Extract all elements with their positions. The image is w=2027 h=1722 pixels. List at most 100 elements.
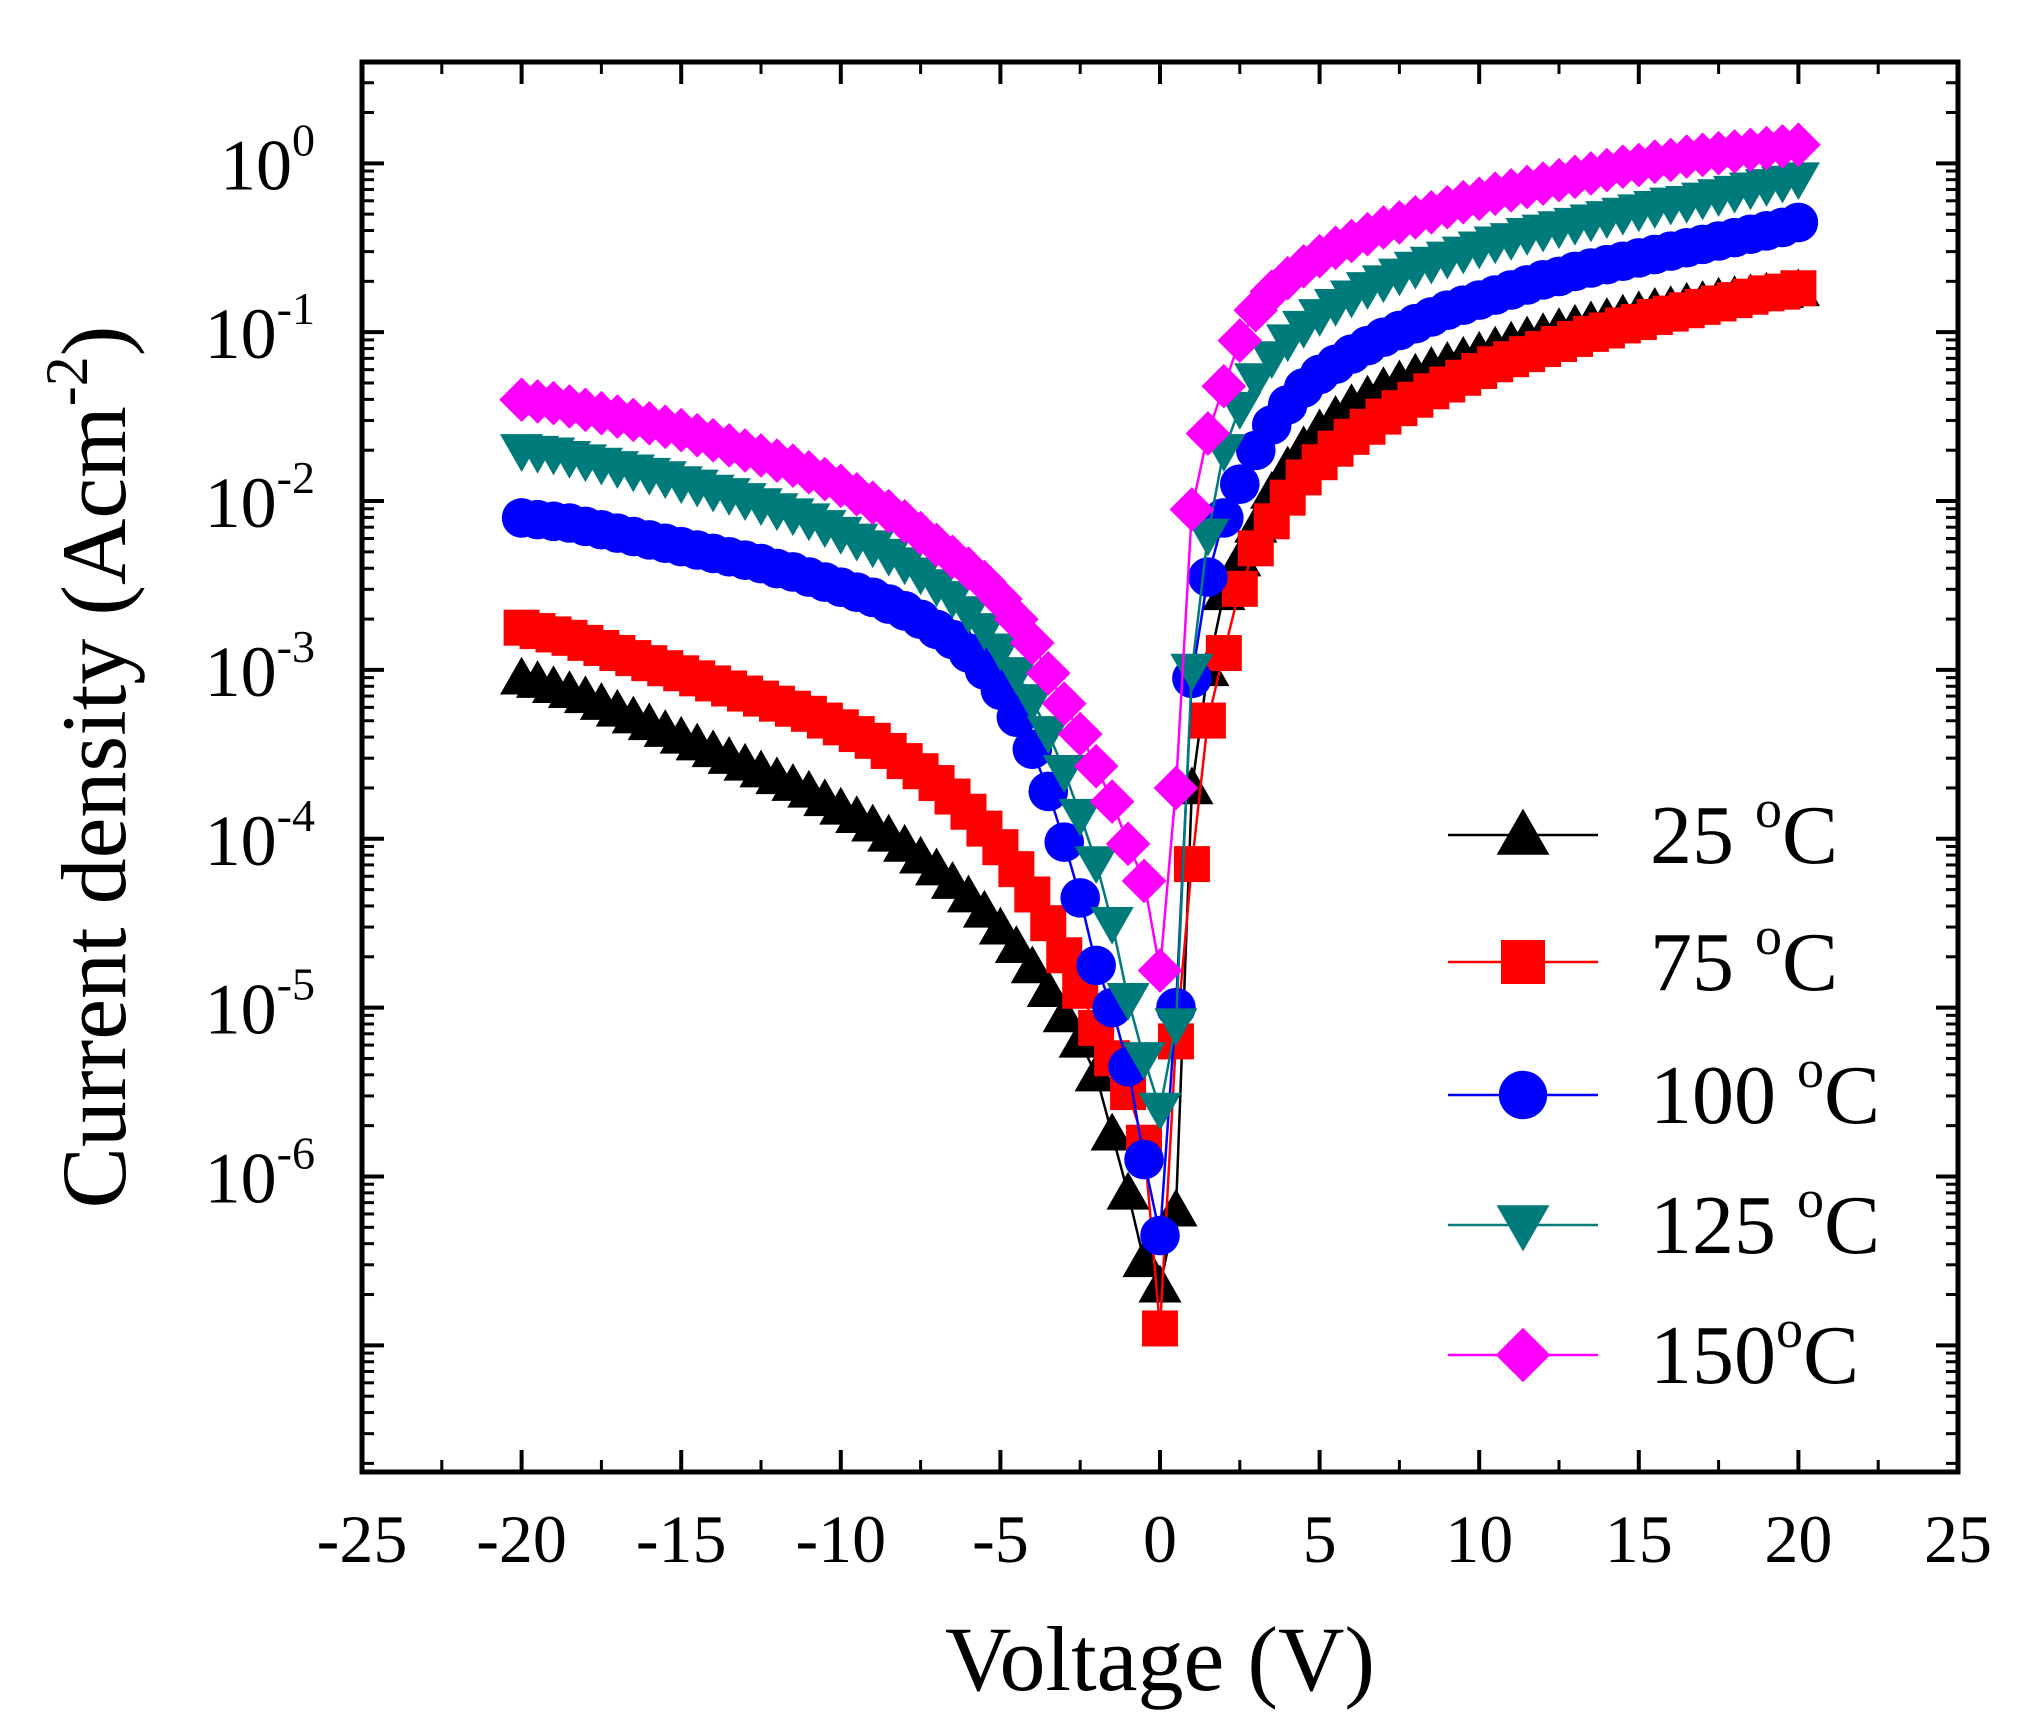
data-point: [1170, 653, 1214, 692]
data-point: [1137, 948, 1183, 993]
y-tick-label-exp: -3: [277, 621, 315, 672]
data-point: [962, 613, 1007, 651]
x-tick-label: -5: [972, 1501, 1029, 1577]
y-tick-label-base: 10: [205, 970, 277, 1050]
data-point: [1138, 1264, 1182, 1303]
x-tick-label: 20: [1764, 1501, 1832, 1577]
data-point: [1030, 905, 1067, 942]
data-point: [1042, 755, 1086, 793]
legend-label: 75 oC: [1650, 906, 1838, 1009]
data-point: [1010, 684, 1054, 722]
y-tick-label-exp: -6: [277, 1127, 315, 1178]
data-point: [1090, 906, 1134, 945]
y-tick-label-exp: -4: [277, 790, 315, 841]
legend-label: 150oC: [1650, 1299, 1859, 1402]
data-point: [786, 450, 832, 495]
data-point: [1124, 1139, 1164, 1180]
y-tick-label-base: 10: [205, 632, 277, 712]
data-point: [994, 596, 1039, 642]
legend-label-unit: C: [1824, 1049, 1880, 1142]
data-point: [1220, 464, 1260, 504]
x-tick-label: 15: [1605, 1501, 1673, 1577]
legend-label-degree: o: [1797, 1169, 1824, 1229]
data-point: [1076, 945, 1116, 986]
x-tick-label: 10: [1445, 1501, 1513, 1577]
y-tick-label: 10-3: [205, 621, 315, 712]
y-tick-label-base: 10: [220, 125, 292, 205]
data-point: [1217, 318, 1263, 363]
data-point: [834, 471, 880, 517]
legend-label-unit: C: [1782, 789, 1838, 882]
data-point: [930, 534, 975, 580]
legend-label: 25 oC: [1650, 779, 1838, 882]
legend-label-unit: C: [1782, 916, 1838, 1009]
y-axis-ticks: [362, 81, 1958, 1465]
y-tick-label: 10-5: [205, 959, 315, 1050]
legend-label-num: 125: [1650, 1179, 1797, 1272]
y-axis-label-sup: -2: [34, 356, 100, 406]
legend-label-unit: C: [1803, 1309, 1859, 1402]
x-tick-label: 25: [1924, 1501, 1992, 1577]
legend-label: 100 oC: [1650, 1039, 1880, 1142]
data-point: [1122, 1042, 1166, 1080]
legend-label-unit: C: [1824, 1179, 1880, 1272]
legend-item: 75 oC: [1448, 906, 1838, 1009]
data-point: [1044, 822, 1085, 862]
y-tick-label-base: 10: [205, 294, 277, 374]
data-point: [1121, 858, 1167, 904]
x-tick-label: -15: [636, 1501, 727, 1577]
series-4: [499, 122, 1821, 993]
y-tick-label-exp: -1: [277, 283, 315, 334]
data-point: [1089, 779, 1135, 824]
data-point: [1074, 846, 1118, 885]
data-point: [994, 657, 1038, 695]
data-point: [1189, 702, 1226, 739]
y-tick-label: 10-2: [205, 452, 315, 543]
y-tick-label-base: 10: [205, 1138, 277, 1218]
data-point: [1058, 798, 1102, 837]
data-point: [1142, 1310, 1178, 1347]
y-tick-label: 10-1: [205, 283, 315, 374]
data-point: [1234, 363, 1278, 402]
data-point: [1105, 821, 1151, 867]
data-point: [1201, 363, 1247, 409]
data-point: [1060, 878, 1100, 918]
legend-marker: [1501, 940, 1545, 984]
data-point: [1025, 650, 1071, 696]
x-axis-ticks: [360, 62, 1960, 1472]
y-tick-label-exp: 0: [292, 114, 315, 165]
data-point: [1780, 270, 1817, 307]
legend-label-degree: o: [1755, 779, 1782, 839]
x-tick-label: -25: [317, 1501, 408, 1577]
data-point: [898, 510, 943, 556]
legend-label-degree: o: [1776, 1299, 1803, 1359]
legend-marker: [1496, 808, 1550, 855]
data-point: [1026, 969, 1070, 1007]
y-tick-label-exp: -2: [277, 452, 315, 503]
data-point: [1041, 681, 1087, 726]
x-axis-tick-labels: -25 -20 -15 -10 -5 0 5 10 15 20 25: [317, 1501, 1992, 1577]
legend-label-num: 25: [1650, 789, 1755, 882]
data-point: [994, 925, 1038, 964]
legend-label-num: 100: [1650, 1049, 1797, 1142]
data-point: [946, 546, 991, 591]
legend-item: 25 oC: [1448, 779, 1838, 882]
data-point: [1106, 1171, 1150, 1210]
series-1: [503, 270, 1817, 1347]
legend-item: 125 oC: [1448, 1169, 1880, 1272]
x-tick-label: -10: [795, 1501, 886, 1577]
y-tick-label-base: 10: [205, 801, 277, 881]
series-2: [501, 202, 1819, 1256]
y-tick-label: 10-6: [205, 1127, 315, 1218]
series-layer: [499, 122, 1821, 1347]
y-axis-label-base: Current density (Acm: [43, 406, 145, 1208]
legend-item: 100 oC: [1448, 1039, 1880, 1142]
legend-marker: [1498, 1070, 1548, 1120]
data-point: [1057, 711, 1103, 757]
y-tick-label: 100: [220, 114, 315, 205]
y-axis-label: Current density (Acm-2): [34, 326, 145, 1209]
data-point: [1010, 945, 1054, 984]
